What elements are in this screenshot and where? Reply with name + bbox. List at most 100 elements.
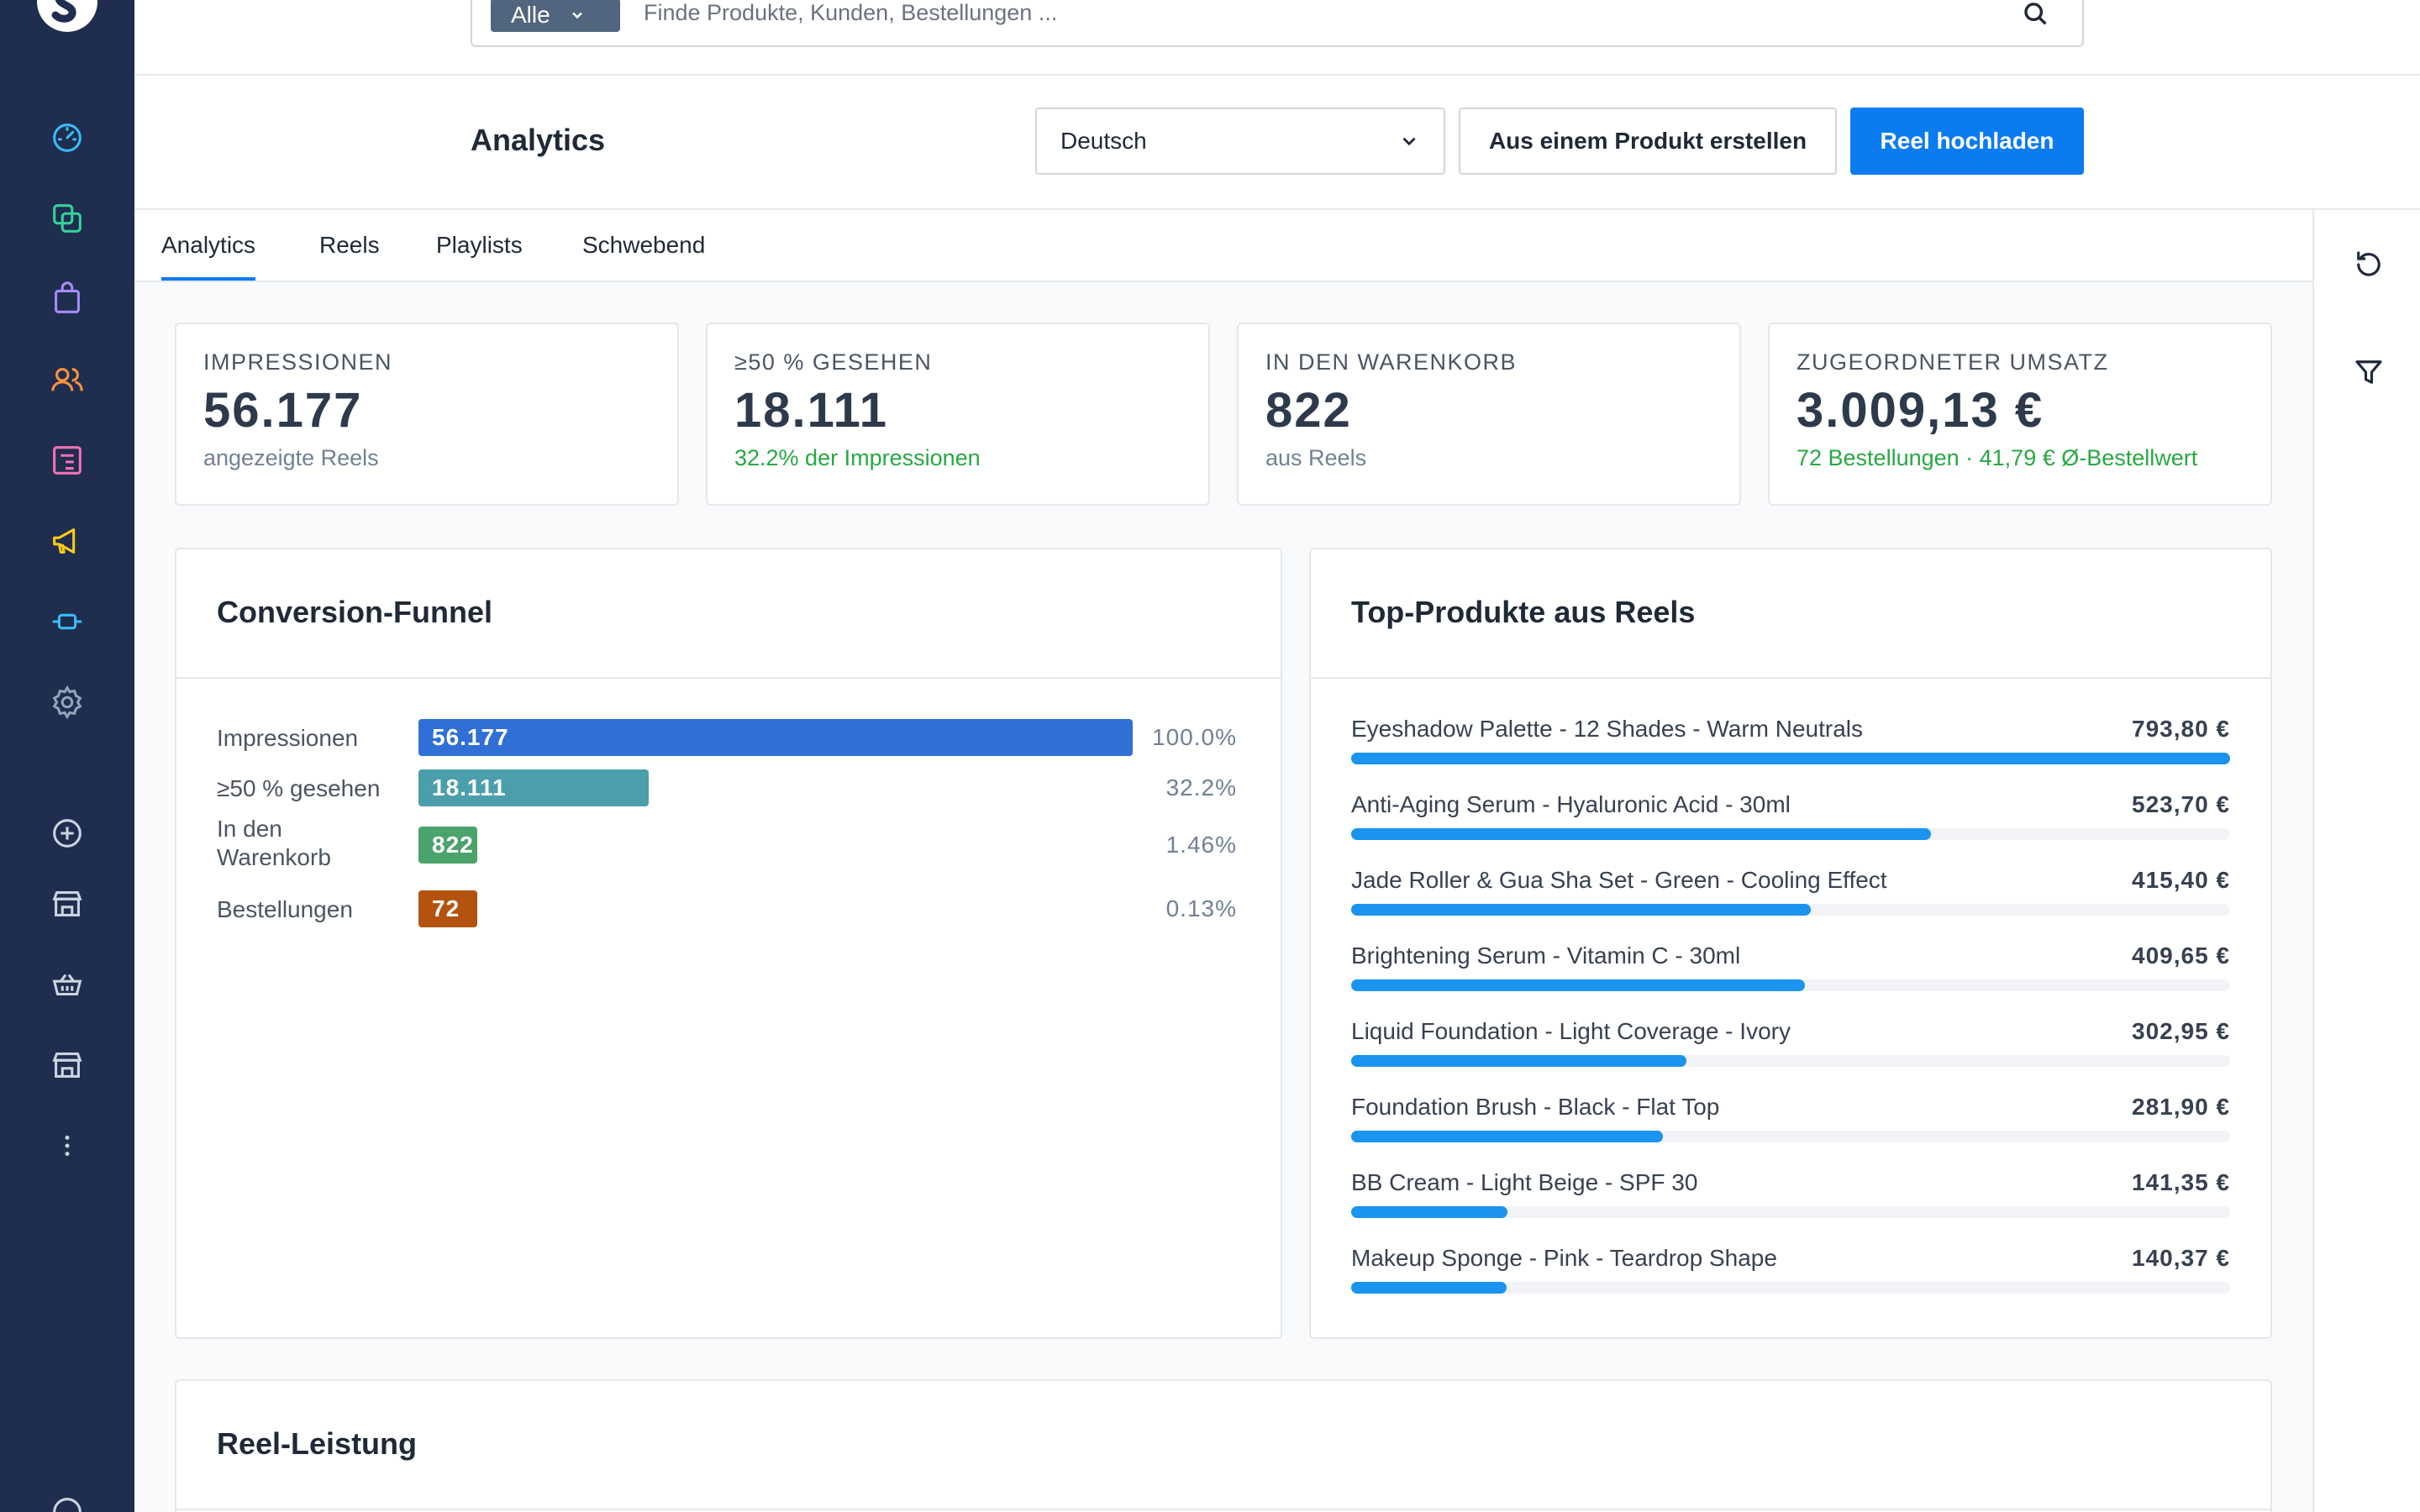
catalog-icon[interactable] [45,197,89,240]
product-bar [1351,904,1812,916]
storefront-icon[interactable] [45,1043,89,1087]
kpi-value: 56.177 [203,383,363,438]
top-products-panel: Top-Produkte aus Reels Eyeshadow Palette… [1309,548,2272,1339]
tab-schwebend[interactable]: Schwebend [582,232,706,258]
main-content: IMPRESSIONEN 56.177 angezeigte Reels ≥50… [134,282,2312,1512]
product-bar-track [1351,979,2230,991]
kpi-label: IN DEN WARENKORB [1265,349,1518,375]
panel-title: Reel-Leistung [176,1381,2270,1510]
customers-icon[interactable] [45,358,89,402]
tab-bar: Analytics Reels Playlists Schwebend [134,210,2312,282]
kpi-label: ZUGEORDNETER UMSATZ [1797,349,2109,375]
logo[interactable] [37,0,97,40]
product-name: Liquid Foundation - Light Coverage - Ivo… [1351,1018,1791,1044]
kpi-sub: 32.2% der Impressionen [734,445,981,470]
kpi-value: 3.009,13 € [1797,383,2044,438]
funnel-bar: 18.111 [418,769,649,806]
product-revenue: 793,80 € [2132,716,2230,742]
kpi-sub: 72 Bestellungen · 41,79 € Ø-Bestellwert [1797,445,2198,470]
funnel-bar: 822 [418,827,477,864]
funnel-percent: 1.46% [1165,832,1237,858]
topbar: Alle Finde Produkte, Kunden, Bestellunge… [134,0,2420,76]
right-rail [2312,210,2420,1512]
funnel-row: ≥50 % gesehen 18.111 32.2% [217,769,1237,806]
product-bar-track [1351,1282,2230,1294]
product-revenue: 281,90 € [2132,1094,2230,1120]
search-scope-label: Alle [511,2,550,28]
language-select-value: Deutsch [1060,128,1147,154]
product-revenue: 141,35 € [2132,1169,2230,1195]
kpi-card: ZUGEORDNETER UMSATZ 3.009,13 € 72 Bestel… [1768,323,2272,506]
product-revenue: 140,37 € [2132,1245,2230,1271]
funnel-label: Impressionen [217,725,359,751]
product-name: Makeup Sponge - Pink - Teardrop Shape [1351,1245,1777,1271]
create-from-product-button[interactable]: Aus einem Produkt erstellen [1459,108,1837,175]
content-icon[interactable] [45,438,89,482]
panel-title: Conversion-Funnel [176,549,1281,679]
extensions-icon[interactable] [45,600,89,643]
funnel-row: Impressionen 56.177 100.0% [217,719,1237,756]
filter-icon[interactable] [2351,354,2386,390]
funnel-percent: 0.13% [1165,895,1237,921]
orders-icon[interactable] [45,277,89,321]
search-input[interactable]: Finde Produkte, Kunden, Bestellungen ... [644,0,1058,25]
product-bar [1351,1055,1687,1067]
product-bar [1351,1131,1664,1142]
more-icon[interactable] [45,1124,89,1168]
language-select[interactable]: Deutsch [1035,108,1445,175]
refresh-icon[interactable] [2351,247,2386,282]
product-row[interactable]: BB Cream - Light Beige - SPF 30 141,35 € [1351,1169,2230,1228]
store-icon[interactable] [45,882,89,926]
kpi-value: 18.111 [734,383,888,438]
product-bar [1351,979,1805,991]
chevron-down-icon [571,12,582,19]
kpi-label: IMPRESSIONEN [203,349,393,375]
panel-title: Top-Produkte aus Reels [1311,549,2270,679]
funnel-label: ≥50 % gesehen [217,775,381,801]
funnel-row: Bestellungen 72 0.13% [217,890,1237,927]
reel-performance-panel: Reel-Leistung [175,1379,2272,1512]
kpi-sub: angezeigte Reels [203,445,379,470]
product-revenue: 302,95 € [2132,1018,2230,1044]
product-bar [1351,753,2230,764]
tab-reels[interactable]: Reels [319,232,380,258]
search-icon[interactable] [2022,0,2050,29]
product-row[interactable]: Eyeshadow Palette - 12 Shades - Warm Neu… [1351,716,2230,774]
kpi-card: IMPRESSIONEN 56.177 angezeigte Reels [175,323,679,506]
product-bar [1351,1206,1508,1218]
funnel-label: Bestellungen [217,896,353,922]
marketing-icon[interactable] [45,519,89,563]
product-name: Anti-Aging Serum - Hyaluronic Acid - 30m… [1351,791,1791,817]
funnel-percent: 32.2% [1165,774,1237,801]
basket-icon[interactable] [45,963,89,1006]
kpi-sub: aus Reels [1265,445,1367,470]
funnel-bar: 72 [418,890,477,927]
sidebar [0,0,134,1512]
tab-playlists[interactable]: Playlists [436,232,523,258]
funnel-percent: 100.0% [1152,724,1237,750]
product-bar-track [1351,1131,2230,1142]
product-bar [1351,828,1932,840]
funnel-label: In den Warenkorb [217,816,331,870]
product-row[interactable]: Jade Roller & Gua Sha Set - Green - Cool… [1351,867,2230,926]
upload-reel-button[interactable]: Reel hochladen [1850,108,2084,175]
product-revenue: 523,70 € [2132,791,2230,817]
product-row[interactable]: Brightening Serum - Vitamin C - 30ml 409,… [1351,942,2230,1001]
settings-icon[interactable] [45,680,89,724]
page-header: Analytics Deutsch Aus einem Produkt erst… [134,76,2420,210]
clock-icon[interactable] [45,1490,89,1512]
product-revenue: 409,65 € [2132,942,2230,969]
global-search: Alle Finde Produkte, Kunden, Bestellunge… [471,0,2084,47]
tab-analytics[interactable]: Analytics [161,232,256,281]
product-row[interactable]: Foundation Brush - Black - Flat Top 281,9… [1351,1094,2230,1152]
product-row[interactable]: Anti-Aging Serum - Hyaluronic Acid - 30m… [1351,791,2230,850]
kpi-label: ≥50 % GESEHEN [734,349,933,375]
dashboard-icon[interactable] [45,116,89,160]
product-bar-track [1351,753,2230,764]
product-row[interactable]: Makeup Sponge - Pink - Teardrop Shape 140… [1351,1245,2230,1304]
funnel-row: In den Warenkorb 822 1.46% [217,816,1237,870]
search-scope-dropdown[interactable]: Alle [491,0,620,32]
add-icon[interactable] [45,811,89,855]
funnel-bar: 56.177 [418,719,1133,756]
product-row[interactable]: Liquid Foundation - Light Coverage - Ivo… [1351,1018,2230,1077]
